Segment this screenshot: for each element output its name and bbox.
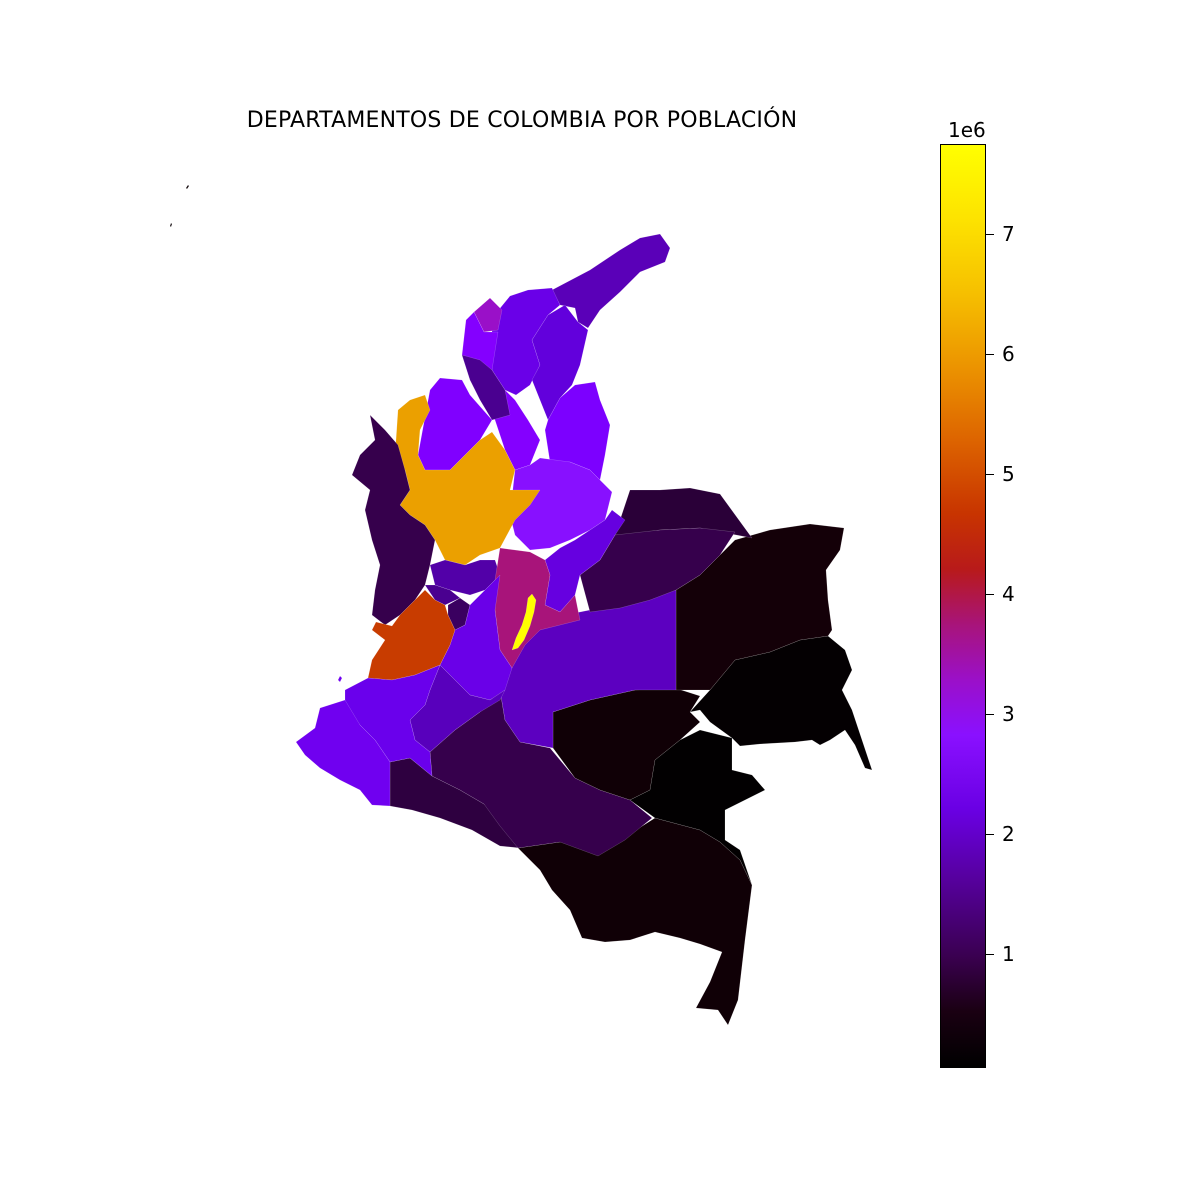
region-atlantico xyxy=(473,297,503,333)
region-la-guajira xyxy=(551,233,671,329)
colorbar-tick xyxy=(986,953,994,955)
colorbar-tick-label: 2 xyxy=(1002,822,1015,846)
colorbar-tick-label: 7 xyxy=(1002,222,1015,246)
colorbar: 1e6 1 2 3 4 5 6 7 xyxy=(930,110,1050,1090)
colorbar-tick xyxy=(986,713,994,715)
colorbar-tick-label: 5 xyxy=(1002,462,1015,486)
region-sucre xyxy=(461,354,511,421)
colorbar-gradient xyxy=(940,144,986,1068)
region-amazonas xyxy=(517,817,753,1026)
colorbar-tick xyxy=(986,353,994,355)
colorbar-tick-label: 4 xyxy=(1002,582,1015,606)
choropleth-map xyxy=(169,184,873,1026)
colorbar-exponent-label: 1e6 xyxy=(948,118,986,142)
colorbar-tick-label: 1 xyxy=(1002,942,1015,966)
colorbar-tick xyxy=(986,833,994,835)
region-san-andres xyxy=(169,184,190,228)
colorbar-tick xyxy=(986,473,994,475)
region-narino-coast xyxy=(337,675,343,683)
colorbar-tick xyxy=(986,233,994,235)
region-bogota xyxy=(511,593,537,651)
map-title: DEPARTAMENTOS DE COLOMBIA POR POBLACIÓN xyxy=(246,108,798,133)
region-vaupes xyxy=(629,729,766,886)
colorbar-tick-label: 3 xyxy=(1002,702,1015,726)
colorbar-tick-label: 6 xyxy=(1002,342,1015,366)
region-vichada xyxy=(675,523,845,691)
colorbar-tick xyxy=(986,593,994,595)
region-narino xyxy=(295,699,391,807)
region-meta xyxy=(499,589,677,749)
